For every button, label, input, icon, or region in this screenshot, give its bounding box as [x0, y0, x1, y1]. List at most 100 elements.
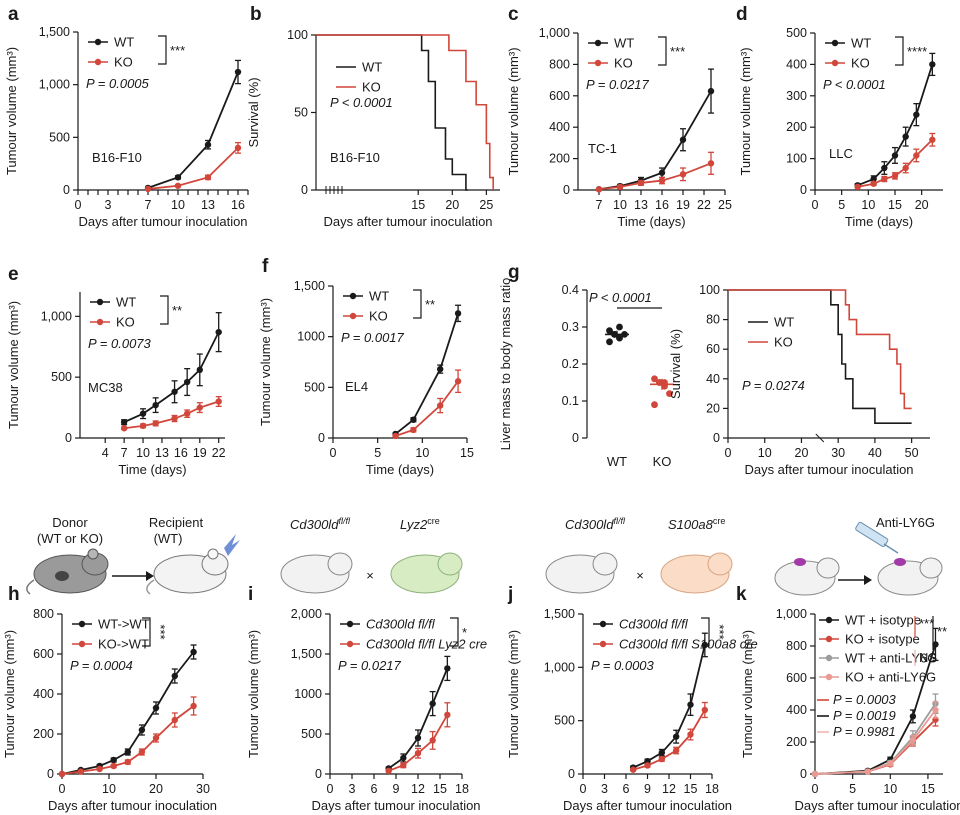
x-tick-label: 0 [330, 446, 337, 460]
significance-stars: *** [670, 44, 685, 59]
y-tick-label: 800 [549, 57, 570, 71]
significance-stars: ** [172, 303, 182, 318]
y-tick-label: 0.4 [562, 283, 579, 297]
data-point [707, 87, 715, 95]
x-tick-label: 13 [201, 198, 215, 212]
series-line [598, 162, 712, 191]
x-tick-label: 12 [662, 782, 676, 796]
legend-label: KO [614, 56, 633, 71]
p-value: P = 0.0003 [833, 692, 897, 707]
legend-marker [346, 620, 354, 628]
data-point [234, 68, 242, 76]
p-value: P = 0.0217 [338, 658, 402, 673]
panel-label: c [508, 4, 519, 25]
significance-stars: * [462, 625, 467, 640]
data-point [183, 378, 191, 386]
x-tick-label: 0 [812, 782, 819, 796]
data-point [902, 164, 909, 172]
legend-marker [78, 640, 86, 648]
x-tick-label: 25 [718, 198, 732, 212]
legend-label: KO + isotype [845, 632, 920, 647]
panel-label: e [8, 264, 19, 285]
y-tick-label: 1000 [297, 330, 325, 344]
data-point [174, 182, 182, 189]
series-wt [120, 312, 222, 426]
significance-bracket [160, 295, 169, 325]
x-tick-label: 5 [838, 198, 845, 212]
data-point [687, 731, 694, 738]
legend-label: WT [116, 295, 136, 310]
data-point [171, 672, 178, 680]
data-point [881, 164, 888, 172]
data-point [139, 410, 147, 417]
data-point [658, 177, 666, 184]
legend-label: WT->WT [98, 617, 150, 632]
legend-label: KO + anti-LY6G [845, 670, 936, 685]
data-point [616, 323, 623, 331]
y-tick-label: 1000 [294, 687, 322, 701]
y-tick-label: 400 [786, 703, 807, 717]
y-tick-label: 0 [800, 183, 807, 197]
p-value: P = 0.0003 [591, 658, 655, 673]
x-axis-label: Time (days) [845, 214, 913, 229]
panel-label: k [736, 584, 747, 605]
x-tick-label: 40 [868, 446, 882, 460]
series-ko [144, 141, 242, 193]
y-axis-label: Survival (%) [246, 77, 261, 147]
series-ko [595, 151, 715, 193]
y-tick-label: 400 [549, 120, 570, 134]
p-value: P = 0.0005 [86, 76, 150, 91]
schematic-anti-ly6g: Anti-LY6G [774, 515, 943, 596]
x-tick-label: 15 [411, 198, 425, 212]
x-tick-label: 0 [59, 782, 66, 796]
series-ko-anti-ly6g [811, 701, 939, 778]
data-point [400, 754, 407, 762]
y-tick-label: 500 [49, 130, 70, 144]
x-tick-label: 10 [613, 198, 627, 212]
data-point [651, 375, 658, 383]
legend-label: KO [116, 315, 135, 330]
y-tick-label: 50 [294, 106, 308, 120]
data-point [215, 398, 222, 405]
significance-bracket [142, 617, 151, 647]
y-tick-label: 0 [47, 767, 54, 781]
x-tick-label: 19 [676, 198, 690, 212]
significance-stars: *** [170, 43, 185, 58]
x-tick-label: 0 [580, 782, 587, 796]
x-tick-label: 15 [433, 782, 447, 796]
legend-label: WT [369, 289, 389, 304]
legend-label: KO [774, 335, 793, 350]
data-point [932, 706, 939, 714]
legend-marker [599, 620, 607, 628]
data-point [606, 327, 613, 335]
panel-label: a [8, 4, 19, 25]
data-point [171, 388, 178, 395]
data-point [672, 747, 680, 754]
cross-right-label: Lyz2cre [400, 516, 440, 532]
series-cd300ld-fl-fl [385, 655, 451, 772]
data-point [658, 749, 666, 756]
legend-label: WT [851, 36, 871, 51]
series-cd300ld-fl-fl-lyz2-cre [385, 702, 451, 774]
y-tick-label: 200 [786, 735, 807, 749]
y-tick-label: 1,500 [291, 647, 322, 661]
data-point [616, 183, 624, 191]
p-value: P < 0.0001 [330, 95, 393, 110]
y-axis-label: Liver mass to body mass ratio [498, 278, 513, 451]
legend-label: KO [114, 55, 133, 70]
legend: WT + isotype KO + isotype WT + anti-LY6G KO… [819, 613, 937, 685]
tumour-model-label: B16-F10 [92, 150, 142, 165]
x-tick-label: 6 [371, 782, 378, 796]
legend-label: Cd300ld fl/fl [619, 617, 689, 632]
mouse-icon-white [280, 552, 353, 594]
panel-label: h [8, 584, 20, 605]
x-tick-label: 18 [705, 782, 719, 796]
y-tick-label: 400 [33, 687, 54, 701]
x-tick-label: 10 [758, 446, 772, 460]
panel-label: f [262, 256, 269, 277]
p-value: P = 0.0019 [833, 708, 896, 723]
data-point [410, 416, 417, 423]
legend-label: WT [114, 35, 134, 50]
data-point [707, 160, 715, 167]
